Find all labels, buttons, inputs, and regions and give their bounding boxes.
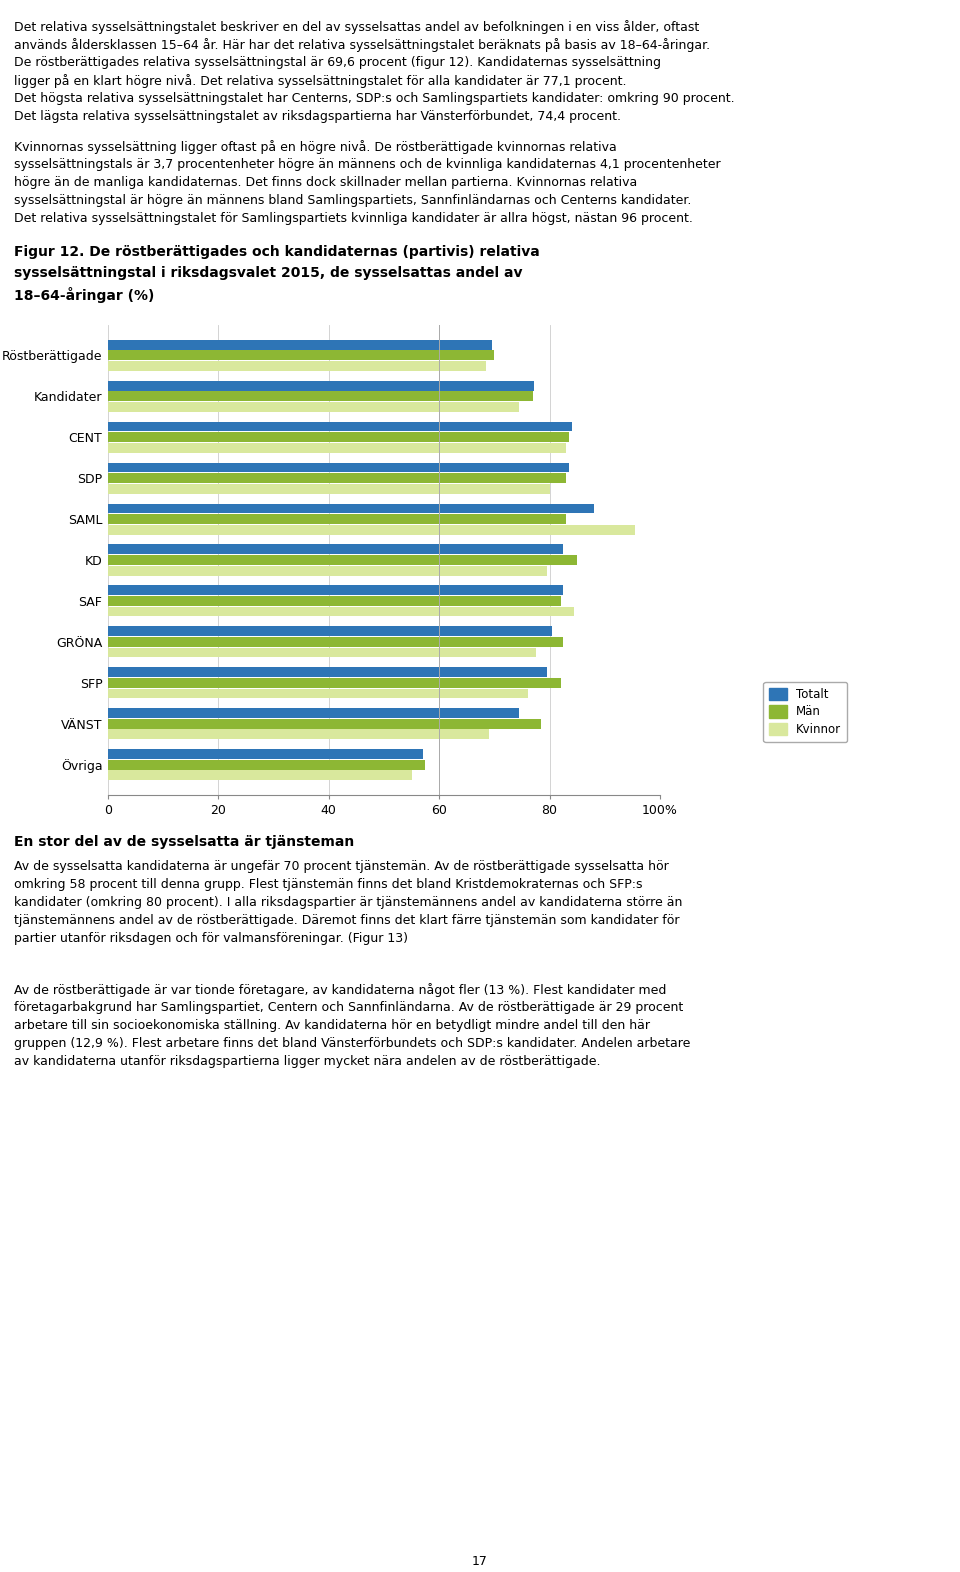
Text: Av de röstberättigade är var tionde företagare, av kandidaterna något fler (13 %: Av de röstberättigade är var tionde före… [14, 982, 666, 997]
Text: ligger på en klart högre nivå. Det relativa sysselsättningstalet för alla kandid: ligger på en klart högre nivå. Det relat… [14, 74, 627, 88]
Bar [108, 514, 566, 523]
Bar [108, 566, 547, 575]
Bar [108, 544, 564, 555]
Bar [108, 391, 533, 401]
Text: företagarbakgrund har Samlingspartiet, Centern och Sannfinländarna. Av de röstbe: företagarbakgrund har Samlingspartiet, C… [14, 1001, 684, 1014]
Bar [108, 678, 561, 687]
Text: Det relativa sysselsättningstalet för Samlingspartiets kvinnliga kandidater är a: Det relativa sysselsättningstalet för Sa… [14, 212, 693, 225]
Bar [108, 503, 593, 514]
Bar [108, 421, 572, 431]
Bar [108, 709, 519, 718]
Bar [108, 525, 636, 534]
Text: partier utanför riksdagen och för valmansföreningar. (Figur 13): partier utanför riksdagen och för valman… [14, 932, 408, 945]
Bar [108, 462, 569, 473]
Text: gruppen (12,9 %). Flest arbetare finns det bland Vänsterförbundets och SDP:s kan: gruppen (12,9 %). Flest arbetare finns d… [14, 1038, 690, 1050]
Bar [108, 596, 561, 605]
Bar [108, 443, 566, 453]
Text: Det högsta relativa sysselsättningstalet har Centerns, SDP:s och Samlingspartiet: Det högsta relativa sysselsättningstalet… [14, 93, 734, 105]
Text: sysselsättningstals är 3,7 procentenheter högre än männens och de kvinnliga kand: sysselsättningstals är 3,7 procentenhete… [14, 159, 721, 171]
Text: 18–64-åringar (%): 18–64-åringar (%) [14, 288, 155, 303]
Text: används åldersklassen 15–64 år. Här har det relativa sysselsättningstalet beräkn: används åldersklassen 15–64 år. Här har … [14, 38, 710, 52]
Legend: Totalt, Män, Kvinnor: Totalt, Män, Kvinnor [763, 682, 848, 742]
Bar [108, 473, 566, 483]
Bar [108, 362, 486, 371]
Text: De röstberättigades relativa sysselsättningstal är 69,6 procent (figur 12). Kand: De röstberättigades relativa sysselsättn… [14, 57, 661, 69]
Text: arbetare till sin socioekonomiska ställning. Av kandidaterna hör en betydligt mi: arbetare till sin socioekonomiska ställn… [14, 1019, 650, 1031]
Bar [108, 729, 489, 739]
Bar [108, 607, 574, 616]
Bar [108, 380, 534, 390]
Text: omkring 58 procent till denna grupp. Flest tjänstemän finns det bland Kristdemok: omkring 58 procent till denna grupp. Fle… [14, 879, 642, 891]
Text: sysselsättningstal i riksdagsvalet 2015, de sysselsattas andel av: sysselsättningstal i riksdagsvalet 2015,… [14, 266, 522, 280]
Text: kandidater (omkring 80 procent). I alla riksdagspartier är tjänstemännens andel : kandidater (omkring 80 procent). I alla … [14, 896, 683, 909]
Bar [108, 750, 422, 759]
Text: Figur 12. De röstberättigades och kandidaternas (partivis) relativa: Figur 12. De röstberättigades och kandid… [14, 245, 540, 259]
Text: Kvinnornas sysselsättning ligger oftast på en högre nivå. De röstberättigade kvi: Kvinnornas sysselsättning ligger oftast … [14, 140, 616, 154]
Bar [108, 340, 492, 349]
Text: av kandidaterna utanför riksdagspartierna ligger mycket nära andelen av de röstb: av kandidaterna utanför riksdagspartiern… [14, 1055, 601, 1067]
Text: Av de sysselsatta kandidaterna är ungefär 70 procent tjänstemän. Av de röstberät: Av de sysselsatta kandidaterna är ungefä… [14, 860, 669, 872]
Bar [108, 648, 536, 657]
Bar [108, 637, 564, 646]
Bar [108, 351, 494, 360]
Text: Det relativa sysselsättningstalet beskriver en del av sysselsattas andel av befo: Det relativa sysselsättningstalet beskri… [14, 20, 699, 35]
Bar [108, 759, 425, 770]
Text: 17: 17 [472, 1555, 488, 1567]
Text: Det lägsta relativa sysselsättningstalet av riksdagspartierna har Vänsterförbund: Det lägsta relativa sysselsättningstalet… [14, 110, 621, 123]
Bar [108, 555, 577, 564]
Text: sysselsättningstal är högre än männens bland Samlingspartiets, Sannfinländarnas : sysselsättningstal är högre än männens b… [14, 193, 691, 208]
Bar [108, 689, 528, 698]
Text: tjänstemännens andel av de röstberättigade. Däremot finns det klart färre tjänst: tjänstemännens andel av de röstberättiga… [14, 913, 680, 927]
Bar [108, 718, 541, 729]
Bar [108, 484, 549, 494]
Bar [108, 667, 547, 678]
Text: En stor del av de sysselsatta är tjänsteman: En stor del av de sysselsatta är tjänste… [14, 835, 354, 849]
Bar [108, 585, 564, 596]
Bar [108, 626, 552, 637]
Bar [108, 402, 519, 412]
Bar [108, 770, 412, 780]
Text: högre än de manliga kandidaternas. Det finns dock skillnader mellan partierna. K: högre än de manliga kandidaternas. Det f… [14, 176, 637, 189]
Bar [108, 432, 569, 442]
